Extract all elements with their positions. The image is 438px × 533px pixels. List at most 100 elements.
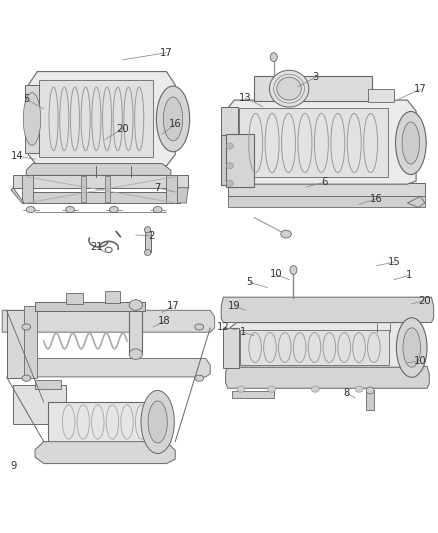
Ellipse shape xyxy=(268,386,276,392)
Text: 1: 1 xyxy=(406,270,413,280)
Bar xyxy=(239,108,388,177)
Bar xyxy=(66,293,83,304)
Ellipse shape xyxy=(22,375,31,381)
Bar xyxy=(13,385,66,424)
Bar xyxy=(7,310,28,378)
Ellipse shape xyxy=(156,86,190,152)
Ellipse shape xyxy=(148,401,167,443)
Polygon shape xyxy=(35,442,175,464)
Text: 14: 14 xyxy=(11,151,24,161)
Bar xyxy=(232,391,274,398)
Text: 5: 5 xyxy=(23,94,29,104)
Bar xyxy=(166,174,177,203)
Polygon shape xyxy=(22,192,180,203)
Ellipse shape xyxy=(195,324,204,330)
Text: 12: 12 xyxy=(217,322,230,332)
Ellipse shape xyxy=(141,391,174,454)
Bar xyxy=(240,330,389,365)
Bar xyxy=(221,107,238,184)
Bar xyxy=(81,176,86,202)
Ellipse shape xyxy=(237,386,245,392)
Polygon shape xyxy=(226,366,429,388)
Ellipse shape xyxy=(281,230,291,238)
Ellipse shape xyxy=(402,122,420,164)
Bar xyxy=(129,306,142,354)
Polygon shape xyxy=(11,188,24,203)
Ellipse shape xyxy=(145,249,151,255)
Ellipse shape xyxy=(66,206,74,213)
Polygon shape xyxy=(228,183,425,197)
Bar xyxy=(22,174,33,203)
Bar xyxy=(25,85,39,152)
Polygon shape xyxy=(226,100,416,184)
Ellipse shape xyxy=(226,180,233,187)
Bar xyxy=(223,328,239,368)
Text: 20: 20 xyxy=(117,124,129,134)
Ellipse shape xyxy=(269,70,309,107)
Bar xyxy=(221,135,239,185)
Bar xyxy=(254,76,372,101)
Text: 9: 9 xyxy=(10,461,16,471)
Bar xyxy=(48,402,162,444)
Text: 3: 3 xyxy=(312,72,318,82)
Text: 19: 19 xyxy=(228,301,241,311)
Text: 13: 13 xyxy=(239,93,251,103)
Text: 16: 16 xyxy=(370,193,383,204)
Bar xyxy=(105,290,120,303)
Polygon shape xyxy=(2,310,215,332)
Bar xyxy=(226,134,254,187)
Polygon shape xyxy=(177,188,188,203)
Bar xyxy=(35,302,145,311)
Polygon shape xyxy=(221,297,434,322)
Bar xyxy=(368,89,394,102)
Text: 5: 5 xyxy=(247,277,253,287)
Bar xyxy=(145,231,151,253)
Ellipse shape xyxy=(226,143,233,149)
Text: 20: 20 xyxy=(419,296,431,305)
Text: 7: 7 xyxy=(155,183,161,192)
Polygon shape xyxy=(28,71,175,166)
Polygon shape xyxy=(407,197,425,207)
Ellipse shape xyxy=(22,324,31,330)
Ellipse shape xyxy=(226,163,233,169)
Ellipse shape xyxy=(403,328,420,367)
Text: 18: 18 xyxy=(158,316,170,326)
Text: 1: 1 xyxy=(240,327,246,337)
Polygon shape xyxy=(230,322,416,367)
Ellipse shape xyxy=(145,227,151,233)
Text: 17: 17 xyxy=(166,301,180,311)
Ellipse shape xyxy=(277,77,301,100)
Ellipse shape xyxy=(129,349,142,359)
Ellipse shape xyxy=(195,375,204,381)
Ellipse shape xyxy=(311,386,319,392)
Polygon shape xyxy=(13,174,188,188)
Ellipse shape xyxy=(396,111,426,174)
Text: 2: 2 xyxy=(148,231,154,241)
Text: 8: 8 xyxy=(343,387,349,398)
Text: 17: 17 xyxy=(160,48,173,58)
Bar xyxy=(105,176,110,202)
Polygon shape xyxy=(228,197,425,207)
Ellipse shape xyxy=(23,93,41,145)
Ellipse shape xyxy=(163,97,183,141)
Bar xyxy=(24,306,37,378)
Text: 10: 10 xyxy=(414,356,427,366)
Ellipse shape xyxy=(129,300,142,310)
Text: 15: 15 xyxy=(388,257,401,267)
Bar xyxy=(35,381,61,389)
Bar xyxy=(366,391,374,410)
Ellipse shape xyxy=(355,386,363,392)
Polygon shape xyxy=(26,164,171,175)
Ellipse shape xyxy=(396,318,427,377)
Polygon shape xyxy=(9,359,210,377)
Text: 6: 6 xyxy=(321,177,327,188)
Text: 21: 21 xyxy=(90,242,103,252)
Ellipse shape xyxy=(270,53,277,61)
Ellipse shape xyxy=(26,206,35,213)
Text: 16: 16 xyxy=(169,119,182,129)
Ellipse shape xyxy=(110,206,118,213)
Text: 10: 10 xyxy=(270,269,282,279)
Ellipse shape xyxy=(290,265,297,274)
Text: 17: 17 xyxy=(414,84,427,94)
Bar xyxy=(9,50,210,251)
